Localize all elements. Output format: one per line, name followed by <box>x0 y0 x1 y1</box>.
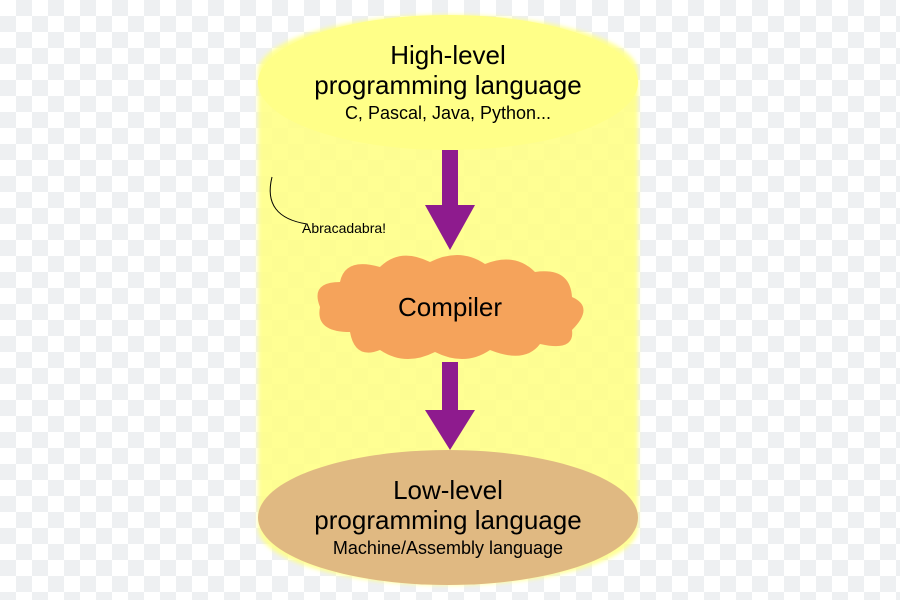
high-level-title-line2: programming language <box>314 71 581 101</box>
high-level-title-line1: High-level <box>390 41 506 71</box>
compiler-label: Compiler <box>310 252 590 362</box>
callout: Abracadabra! <box>262 172 402 242</box>
low-level-node: Low-level programming language Machine/A… <box>258 450 638 585</box>
low-level-title-line1: Low-level <box>393 476 503 506</box>
arrow-bottom-icon <box>425 362 475 450</box>
diagram-stage: High-level programming language C, Pasca… <box>0 0 900 600</box>
high-level-subtitle: C, Pascal, Java, Python... <box>345 103 551 124</box>
callout-text: Abracadabra! <box>302 220 386 236</box>
low-level-subtitle: Machine/Assembly language <box>333 538 563 559</box>
high-level-node: High-level programming language C, Pasca… <box>258 15 638 150</box>
arrow-top-icon <box>425 150 475 250</box>
low-level-title-line2: programming language <box>314 506 581 536</box>
